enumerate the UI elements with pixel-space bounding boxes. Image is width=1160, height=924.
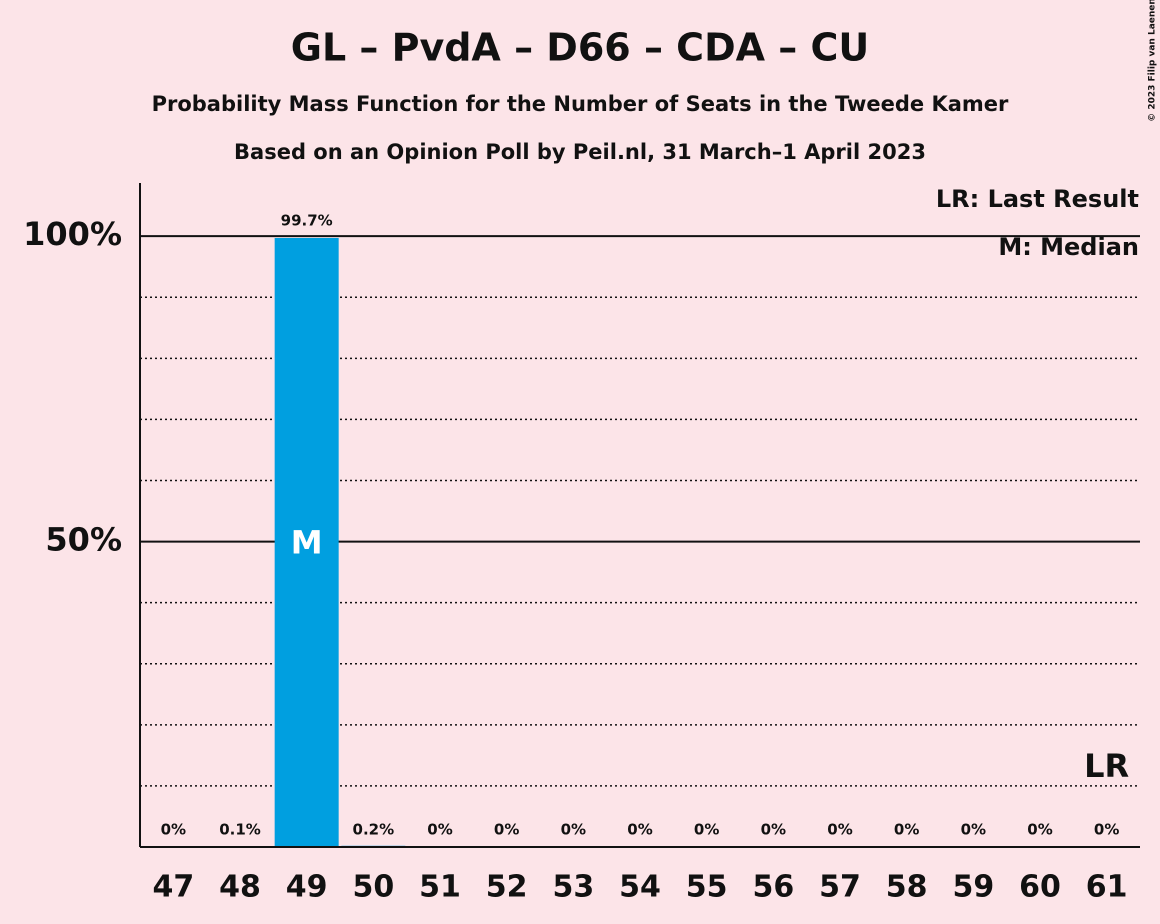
value-label: 0%: [894, 821, 919, 839]
x-tick-label: 61: [1086, 870, 1128, 905]
x-tick-label: 48: [219, 870, 261, 905]
chart-title: GL – PvdA – D66 – CDA – CU: [291, 26, 869, 70]
x-tick-label: 55: [686, 870, 728, 905]
x-tick-label: 47: [152, 870, 194, 905]
value-label: 99.7%: [281, 211, 333, 229]
chart-source: Based on an Opinion Poll by Peil.nl, 31 …: [234, 140, 926, 164]
value-label: 0.1%: [219, 821, 261, 839]
value-label: 0%: [761, 821, 786, 839]
value-label: 0%: [161, 821, 186, 839]
y-tick-label: 50%: [45, 521, 122, 559]
legend-note: LR: Last Result: [936, 185, 1139, 213]
value-label: 0%: [427, 821, 452, 839]
value-label: 0%: [627, 821, 652, 839]
x-tick-label: 54: [619, 870, 661, 905]
x-tick-label: 52: [486, 870, 528, 905]
x-tick-label: 53: [552, 870, 594, 905]
legend-note: M: Median: [998, 233, 1139, 261]
y-tick-label: 100%: [23, 215, 122, 253]
x-tick-label: 57: [819, 870, 861, 905]
x-tick-label: 49: [286, 870, 328, 905]
x-tick-label: 60: [1019, 870, 1061, 905]
x-tick-label: 51: [419, 870, 461, 905]
x-tick-label: 59: [952, 870, 994, 905]
value-label: 0%: [1094, 821, 1119, 839]
value-label: 0%: [561, 821, 586, 839]
value-label: 0%: [1027, 821, 1052, 839]
x-tick-label: 58: [886, 870, 928, 905]
value-label: 0%: [961, 821, 986, 839]
x-tick-label: 56: [752, 870, 794, 905]
value-label: 0.2%: [353, 821, 395, 839]
copyright: © 2023 Filip van Laenen: [1148, 0, 1158, 122]
value-label: 0%: [494, 821, 519, 839]
annotation: LR: [1084, 747, 1129, 785]
chart-subtitle: Probability Mass Function for the Number…: [152, 92, 1009, 116]
x-tick-label: 50: [352, 870, 394, 905]
annotation: M: [291, 524, 323, 562]
value-label: 0%: [694, 821, 719, 839]
bar: [274, 237, 339, 848]
value-label: 0%: [827, 821, 852, 839]
